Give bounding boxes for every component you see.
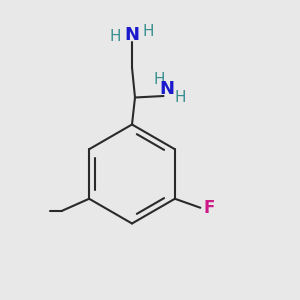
Text: H: H — [153, 72, 165, 87]
Text: H: H — [110, 28, 121, 44]
Text: N: N — [159, 80, 174, 98]
Text: H: H — [174, 90, 186, 105]
Text: N: N — [124, 26, 140, 44]
Text: H: H — [143, 24, 154, 39]
Text: F: F — [204, 199, 215, 217]
